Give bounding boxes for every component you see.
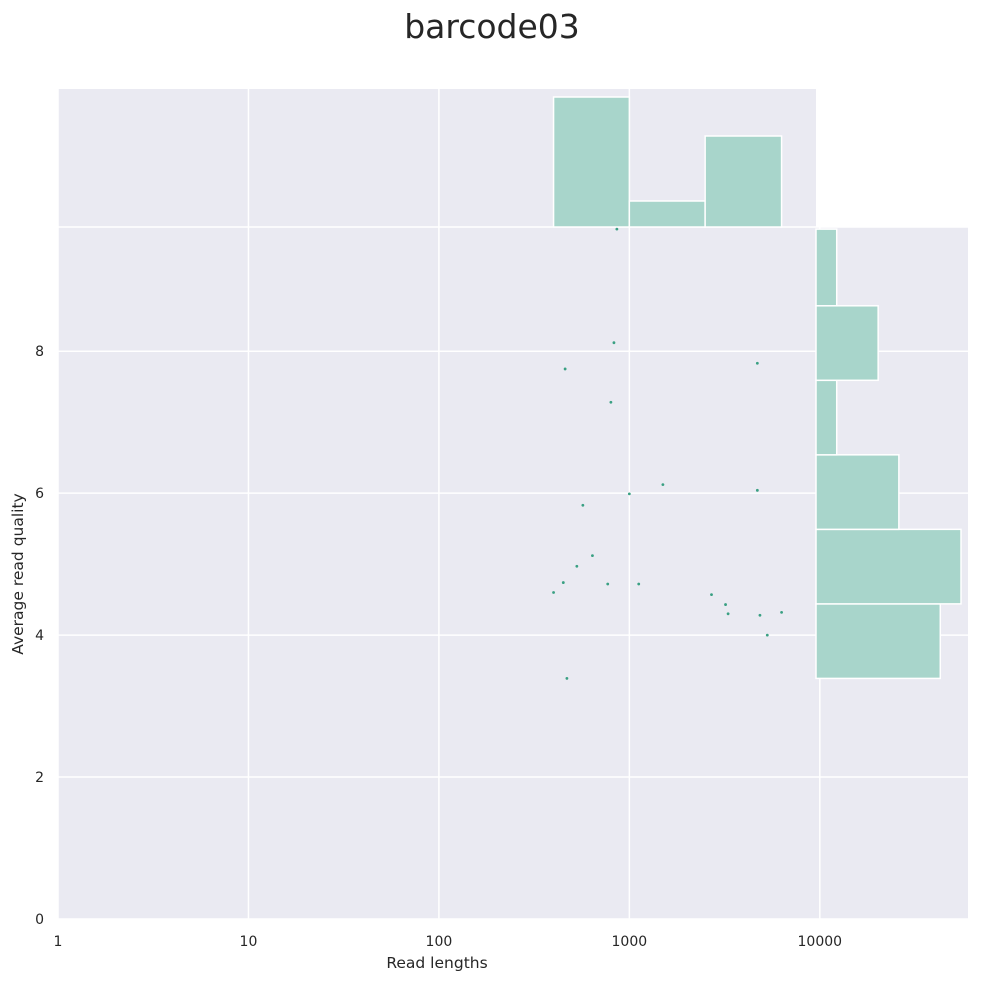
scatter-point <box>606 582 610 586</box>
marginal-histograms <box>552 96 962 680</box>
scatter-point <box>726 612 730 616</box>
scatter-point <box>637 582 641 586</box>
scatter-points <box>552 227 783 680</box>
x-histogram-bar <box>704 135 783 228</box>
scatter-point <box>780 610 783 614</box>
y-tick-label: 6 <box>35 486 44 502</box>
x-tick-label: 10000 <box>798 934 843 950</box>
scatter-point <box>565 676 569 680</box>
scatter-point <box>575 564 579 568</box>
scatter-point <box>724 603 727 606</box>
scatter-point <box>661 483 665 487</box>
y-histogram-bar <box>815 454 900 531</box>
y-tick-label: 8 <box>35 344 44 360</box>
scatter-point <box>765 633 769 637</box>
y-tick-label: 0 <box>35 912 44 928</box>
y-histogram-bar <box>815 228 838 307</box>
y-axis-label: Average read quality <box>9 493 27 654</box>
scatter-point <box>755 488 759 492</box>
y-histogram-bar <box>815 528 962 605</box>
y-tick-label: 2 <box>35 770 44 786</box>
scatter-point <box>609 400 613 404</box>
chart-title: barcode03 <box>404 7 580 46</box>
x-histogram-bar <box>552 96 631 228</box>
scatter-point <box>581 503 585 507</box>
scatter-point <box>758 613 762 617</box>
x-histogram-bar <box>628 200 706 228</box>
scatter-point <box>615 227 619 231</box>
x-tick-label: 10 <box>240 934 258 950</box>
x-tick-label: 100 <box>426 934 453 950</box>
y-histogram-bar <box>815 379 838 456</box>
y-histogram-bar <box>815 603 942 680</box>
x-tick-label: 1 <box>54 934 63 950</box>
scatter-point <box>561 581 565 584</box>
x-tick-label: 1000 <box>612 934 648 950</box>
scatter-point <box>591 554 594 558</box>
y-histogram-bar <box>815 305 879 382</box>
y-tick-label: 4 <box>35 628 44 644</box>
scatter-point <box>710 593 713 597</box>
scatter-point <box>552 591 555 594</box>
scatter-point <box>563 367 567 371</box>
tick-labels: 1 10 100 1000 10000 0 2 4 6 8 <box>35 344 842 950</box>
x-axis-label: Read lengths <box>386 954 487 972</box>
scatter-point <box>755 361 759 365</box>
scatter-point <box>627 492 631 496</box>
scatter-point <box>612 341 616 345</box>
